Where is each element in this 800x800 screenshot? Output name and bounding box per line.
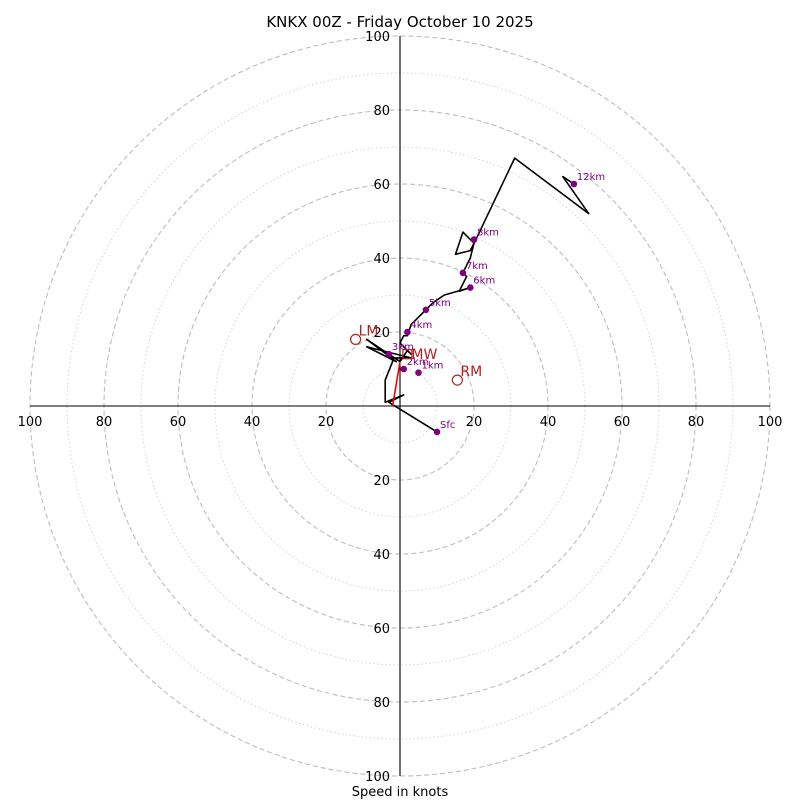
height-point-4km <box>404 328 411 336</box>
y-tick-pos-60: 60 <box>373 178 390 193</box>
lm-label: LM <box>359 323 379 339</box>
x-tick-neg-20: 20 <box>318 415 335 430</box>
mw-label: MW <box>411 347 437 363</box>
axes <box>30 36 770 776</box>
height-label-sfc: Sfc <box>440 420 455 431</box>
x-tick-pos-40: 40 <box>540 415 557 430</box>
height-label-1km: 1km <box>422 361 444 372</box>
height-label-7km: 7km <box>466 261 488 272</box>
rm-marker <box>451 374 463 386</box>
height-label-2km: 2km <box>407 357 429 368</box>
mw-marker <box>402 349 413 360</box>
y-tick-pos-20: 20 <box>373 326 390 341</box>
height-label-5km: 5km <box>429 298 451 309</box>
height-label-12km: 12km <box>577 172 605 183</box>
x-tick-pos-80: 80 <box>688 415 705 430</box>
y-tick-neg-100: 100 <box>365 770 390 785</box>
tick-labels: 100 100 100 100 80 80 80 80 60 60 60 60 40 40 40 40 20 20… <box>18 30 783 785</box>
x-tick-neg-80: 80 <box>96 415 113 430</box>
x-tick-neg-60: 60 <box>170 415 187 430</box>
hodograph-trace-layer <box>365 157 590 433</box>
hodograph-trace <box>365 157 590 433</box>
height-point-2km <box>400 365 408 373</box>
x-tick-pos-100: 100 <box>758 415 783 430</box>
height-point-3km <box>385 350 393 358</box>
storm-motion-markers: RM LM MW <box>350 323 482 386</box>
height-label-6km: 6km <box>473 276 495 287</box>
height-label-3km: 3km <box>392 342 414 353</box>
height-point-sfc <box>433 428 441 436</box>
y-tick-neg-80: 80 <box>373 696 390 711</box>
height-point-12km <box>570 180 578 188</box>
y-tick-pos-80: 80 <box>373 104 390 119</box>
height-point-8km <box>470 236 478 243</box>
y-tick-neg-40: 40 <box>373 548 390 563</box>
rm-label: RM <box>460 364 482 380</box>
height-point-1km <box>415 369 422 377</box>
y-tick-neg-20: 20 <box>373 474 390 489</box>
y-tick-pos-100: 100 <box>365 30 390 45</box>
height-point-6km <box>467 284 474 291</box>
height-point-5km <box>422 306 430 314</box>
height-label-4km: 4km <box>410 320 432 331</box>
x-tick-neg-100: 100 <box>18 415 43 430</box>
x-axis-label: Speed in knots <box>352 785 449 800</box>
y-tick-pos-40: 40 <box>373 252 390 267</box>
height-label-8km: 8km <box>477 228 499 239</box>
shear-vector <box>391 361 401 407</box>
height-point-7km <box>459 269 467 277</box>
y-tick-neg-60: 60 <box>373 622 390 637</box>
x-tick-pos-60: 60 <box>614 415 631 430</box>
chart-title: KNKX 00Z - Friday October 10 2025 <box>266 13 533 31</box>
lm-marker <box>350 333 362 345</box>
x-tick-neg-40: 40 <box>244 415 261 430</box>
x-tick-pos-20: 20 <box>466 415 483 430</box>
